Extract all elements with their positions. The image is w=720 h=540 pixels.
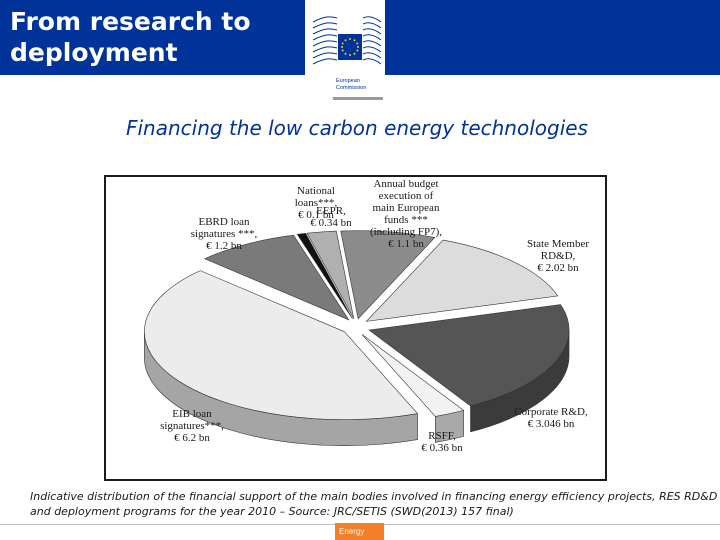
pie-label-6: National loans***, € 0.1 bn	[295, 185, 338, 221]
pie-label-7: EEPR, € 0.34 bn	[310, 205, 352, 229]
chart-caption: Indicative distribution of the financial…	[30, 490, 718, 518]
pie-slice-0	[340, 230, 436, 320]
logo-area: European Commission	[305, 0, 385, 100]
pie-label-0: Annual budget execution of main European fu…	[370, 178, 442, 250]
slide-subtitle: Financing the low carbon energy technolo…	[126, 116, 588, 140]
pie-slice-7	[306, 230, 355, 319]
pie-label-4: EIB loan signatures***, € 6.2 bn	[160, 408, 224, 444]
pie-slice-2	[368, 304, 570, 407]
footer-badge: Energy	[335, 523, 384, 540]
pie-slice-5	[203, 234, 350, 321]
pie-slice-3	[361, 334, 465, 417]
logo-divider	[333, 97, 383, 100]
pie-label-1: State Member RD&D, € 2.02 bn	[527, 238, 589, 274]
logo-label: European Commission	[336, 78, 367, 91]
pie-slice-1	[365, 239, 559, 322]
pie-slice-6	[296, 233, 353, 320]
pie-slice-4	[144, 270, 419, 420]
pie-label-5: EBRD loan signatures ***, € 1.2 bn	[191, 216, 258, 252]
pie-label-3: RSFF, € 0.36 bn	[421, 430, 463, 454]
pie-chart: Annual budget execution of main European fu…	[144, 178, 589, 454]
page-title: From research to deployment	[10, 7, 251, 67]
pie-label-2: Corporate R&D, € 3.046 bn	[514, 406, 588, 430]
ec-building-logo-icon	[312, 16, 382, 65]
